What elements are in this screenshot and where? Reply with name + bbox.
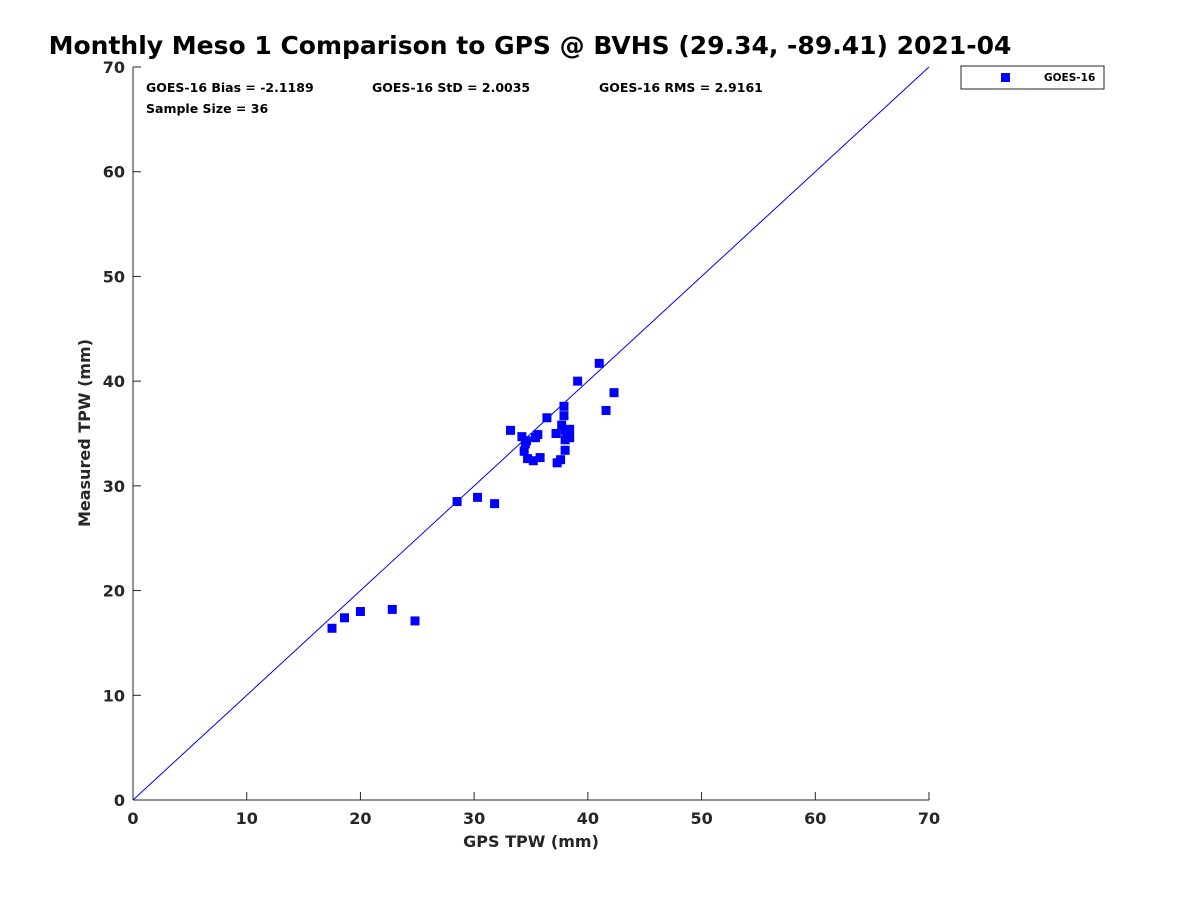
data-point bbox=[490, 499, 500, 509]
data-point bbox=[327, 623, 337, 633]
data-point bbox=[557, 420, 567, 430]
data-point bbox=[340, 613, 350, 623]
x-axis-ticks: 0 10 20 30 40 50 60 70 bbox=[127, 792, 940, 828]
x-tick-label: 10 bbox=[236, 809, 258, 828]
y-axis-label: Measured TPW (mm) bbox=[75, 339, 94, 527]
one-to-one-line bbox=[132, 66, 930, 801]
data-point bbox=[542, 413, 552, 423]
data-point bbox=[551, 429, 561, 438]
data-point bbox=[517, 432, 527, 442]
data-point bbox=[410, 616, 420, 626]
x-tick-label: 70 bbox=[918, 809, 940, 828]
data-point bbox=[523, 454, 533, 464]
data-point bbox=[452, 497, 462, 507]
data-point bbox=[594, 358, 604, 368]
stat-std: GOES-16 StD = 2.0035 bbox=[372, 80, 530, 95]
y-tick-label: 40 bbox=[103, 372, 125, 391]
x-tick-label: 50 bbox=[690, 809, 712, 828]
y-tick-label: 70 bbox=[103, 58, 125, 77]
data-point bbox=[601, 405, 611, 415]
stat-sample-size: Sample Size = 36 bbox=[146, 101, 268, 116]
x-tick-label: 20 bbox=[349, 809, 371, 828]
stat-rms: GOES-16 RMS = 2.9161 bbox=[599, 80, 763, 95]
y-axis-ticks: 0 10 20 30 40 50 60 70 bbox=[103, 58, 141, 810]
data-point bbox=[473, 492, 483, 502]
legend-label: GOES-16 bbox=[1044, 72, 1095, 84]
data-point bbox=[355, 607, 365, 617]
data-point bbox=[562, 429, 572, 438]
legend: GOES-16 bbox=[960, 65, 1105, 90]
data-points bbox=[327, 358, 619, 633]
stat-bias: GOES-16 Bias = -2.1189 bbox=[146, 80, 314, 95]
data-point bbox=[609, 388, 619, 398]
y-tick-label: 60 bbox=[103, 163, 125, 182]
chart-title: Monthly Meso 1 Comparison to GPS @ BVHS … bbox=[49, 31, 1012, 60]
data-point bbox=[521, 436, 531, 446]
legend-box bbox=[960, 65, 1105, 90]
y-tick-label: 30 bbox=[103, 477, 125, 496]
x-tick-label: 0 bbox=[127, 809, 138, 828]
data-point bbox=[533, 430, 543, 440]
y-tick-label: 50 bbox=[103, 267, 125, 286]
data-point bbox=[519, 446, 529, 456]
y-tick-label: 20 bbox=[103, 582, 125, 601]
data-point bbox=[528, 456, 538, 466]
x-axis-label: GPS TPW (mm) bbox=[463, 832, 599, 851]
data-point bbox=[573, 376, 583, 386]
x-tick-label: 40 bbox=[577, 809, 599, 828]
x-tick-label: 60 bbox=[804, 809, 826, 828]
x-tick-label: 30 bbox=[463, 809, 485, 828]
data-point bbox=[559, 411, 569, 421]
data-point bbox=[387, 604, 397, 614]
data-point bbox=[559, 401, 569, 411]
y-tick-label: 10 bbox=[103, 686, 125, 705]
y-tick-label: 0 bbox=[114, 791, 125, 810]
data-point bbox=[556, 455, 566, 465]
legend-marker bbox=[1001, 73, 1010, 82]
data-point bbox=[506, 425, 516, 435]
data-point bbox=[560, 445, 570, 455]
data-point bbox=[535, 453, 545, 463]
